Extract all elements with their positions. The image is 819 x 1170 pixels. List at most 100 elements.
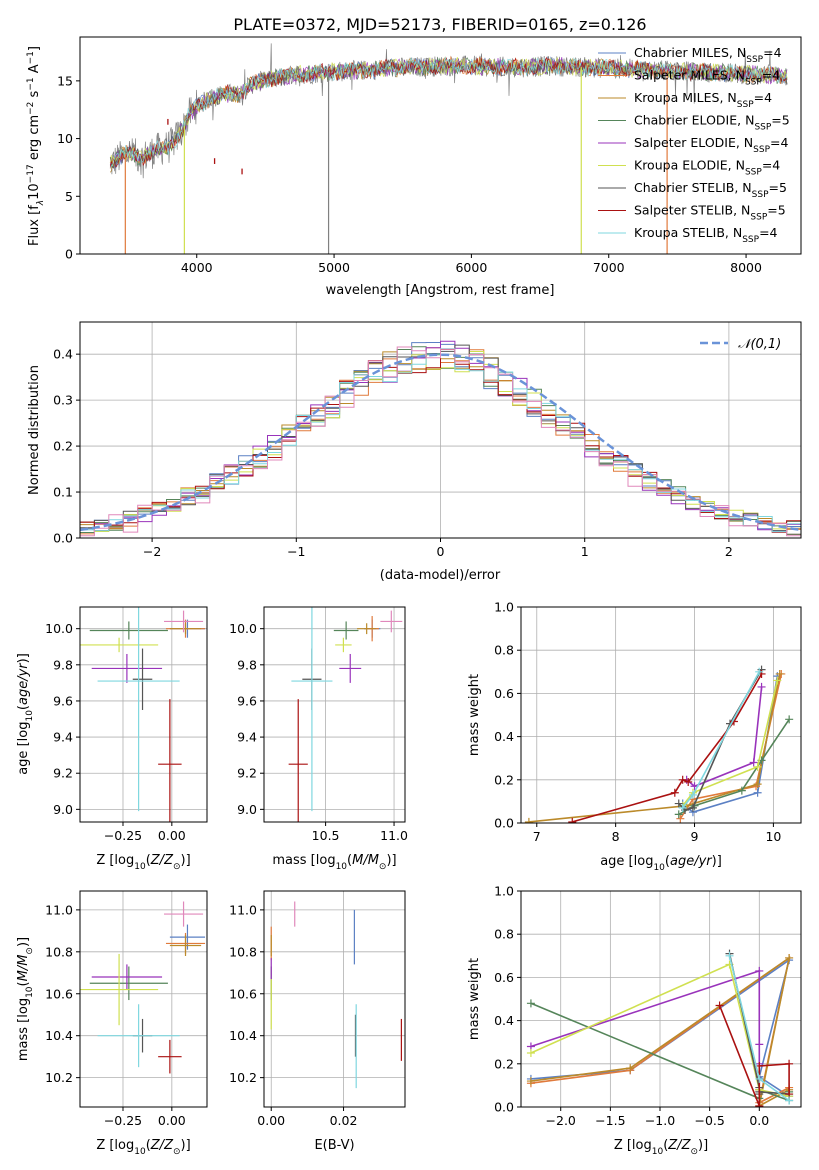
legend-entry: Chabrier STELIB, NSSP=5 — [634, 180, 787, 200]
x-tick-label: −0.5 — [694, 1113, 724, 1128]
y-tick-label: 0.2 — [53, 439, 73, 454]
x-axis-label: wavelength [Angstrom, rest frame] — [326, 283, 555, 298]
x-axis-label: Z [log10(Z/Z⊙)] — [96, 1138, 190, 1157]
histogram-step — [80, 340, 801, 532]
plot-area — [109, 43, 788, 254]
panel-residuals: −2 −1 0 1 2 0.0 0.1 0.2 0.3 0.4 𝒩(0,1) (data-model)… — [27, 321, 802, 583]
weight-marker — [785, 1059, 794, 1068]
axes-frame — [520, 890, 802, 1108]
legend-entry: Salpeter STELIB, NSSP=5 — [634, 203, 786, 223]
x-tick-label: 0.02 — [330, 1113, 358, 1128]
panel-spectrum: 4000 5000 6000 7000 8000 0 5 10 15 Chabrier MILES… — [26, 36, 802, 298]
x-tick-label: 0.00 — [257, 1113, 285, 1128]
weight-marker — [688, 790, 697, 799]
weight-marker — [674, 799, 683, 808]
y-tick-label: 0.0 — [494, 816, 514, 831]
legend: Chabrier MILES, NSSP=4 Salpeter MILES, NS… — [598, 45, 790, 245]
weight-marker — [526, 1077, 535, 1086]
y-tick-label: 11.0 — [229, 902, 257, 917]
weight-line — [686, 686, 763, 788]
histogram-step — [80, 351, 801, 535]
x-axis-label: Z [log10(Z/Z⊙)] — [614, 1138, 708, 1157]
panel-age_vs_Z: −0.25 0.00 9.0 9.2 9.4 9.6 9.8 10.0 Z [log10(Z/Z… — [16, 606, 208, 872]
weight-marker — [568, 817, 577, 823]
y-tick-label: 9.6 — [53, 693, 73, 708]
legend-entry: Kroupa ELODIE, NSSP=4 — [634, 158, 780, 178]
y-tick-label: 11.0 — [45, 902, 73, 917]
x-tick-label: 5000 — [318, 260, 350, 275]
weight-marker — [785, 1096, 794, 1105]
weight-marker — [753, 788, 762, 797]
x-tick-label: 8 — [612, 829, 620, 844]
y-tick-label: 10 — [57, 131, 73, 146]
weight-marker — [674, 810, 683, 819]
legend-entry: Salpeter MILES, NSSP=4 — [634, 68, 780, 88]
x-tick-label: −1.5 — [595, 1113, 625, 1128]
y-tick-label: 0.6 — [494, 686, 514, 701]
x-axis-label: (data-model)/error — [380, 568, 501, 583]
y-tick-label: 10.2 — [45, 1070, 73, 1085]
weight-marker — [526, 1049, 535, 1057]
axes-frame — [79, 890, 208, 1108]
weight-marker — [749, 758, 758, 767]
weight-marker — [775, 669, 784, 678]
weight-line — [530, 969, 761, 1064]
y-tick-label: 0.2 — [494, 1056, 514, 1071]
plot-area — [80, 340, 801, 537]
weight-marker — [757, 682, 766, 691]
y-tick-label: 9.2 — [53, 766, 73, 781]
plot-area — [526, 949, 794, 1107]
x-tick-label: 8000 — [730, 260, 762, 275]
x-tick-label: 0.00 — [158, 1113, 186, 1128]
weight-line — [682, 680, 779, 807]
axes-frame — [79, 36, 802, 255]
y-tick-label: 10.0 — [45, 621, 73, 636]
x-tick-label: 0.0 — [749, 1113, 769, 1128]
y-tick-label: 9.2 — [237, 766, 257, 781]
axes-frame — [263, 606, 406, 823]
weight-marker — [526, 999, 535, 1008]
y-tick-label: 5 — [65, 189, 73, 204]
weight-marker — [785, 953, 794, 962]
legend-entry: Kroupa STELIB, NSSP=4 — [634, 225, 778, 245]
x-tick-label: 10 — [765, 829, 781, 844]
x-axis-label: age [log10(age/yr)] — [600, 854, 722, 873]
y-axis-label: Normed distribution — [27, 365, 42, 495]
panel-age_vs_mass: 10.5 11.0 9.0 9.2 9.4 9.6 9.8 10.0 mass [log10(M… — [229, 606, 408, 872]
y-axis-label: age [log10(age/yr)] — [16, 653, 35, 775]
weight-marker — [715, 1001, 724, 1010]
y-tick-label: 10.8 — [45, 944, 73, 959]
y-tick-label: 0.6 — [494, 970, 514, 985]
weight-marker — [773, 676, 782, 685]
x-tick-label: 11.0 — [380, 828, 408, 843]
y-axis-label: mass [log10(M/M⊙)] — [16, 937, 35, 1061]
y-tick-label: 1.0 — [494, 600, 514, 615]
weight-marker — [785, 715, 794, 724]
x-tick-label: −2 — [143, 544, 161, 559]
y-tick-label: 9.4 — [53, 730, 73, 745]
plot-area — [80, 607, 206, 822]
legend-entry: 𝒩(0,1) — [738, 337, 781, 352]
x-tick-label: 7 — [533, 829, 541, 844]
x-axis-label: E(B-V) — [314, 1138, 354, 1153]
legend-entry: Chabrier ELODIE, NSSP=5 — [634, 113, 790, 133]
y-tick-label: 10.0 — [229, 621, 257, 636]
x-axis-label: Z [log10(Z/Z⊙)] — [96, 853, 190, 872]
x-tick-label: 0.00 — [158, 828, 186, 843]
weight-marker — [753, 762, 762, 771]
weight-line — [528, 673, 781, 823]
y-tick-label: 9.0 — [237, 802, 257, 817]
axes-frame — [520, 606, 802, 824]
legend-entry: Salpeter ELODIE, NSSP=4 — [634, 135, 789, 155]
weight-marker — [626, 1064, 635, 1073]
y-tick-label: 0.0 — [494, 1100, 514, 1115]
panel-mass_vs_Z: −0.25 0.00 10.2 10.4 10.6 10.8 11.0 Z [log10(Z/… — [16, 890, 208, 1157]
axes-frame — [263, 890, 406, 1108]
x-tick-label: −1 — [287, 544, 305, 559]
plot-area — [524, 665, 794, 823]
weight-marker — [755, 1101, 764, 1107]
legend-entry: Kroupa MILES, NSSP=4 — [634, 90, 772, 110]
weight-marker — [670, 788, 679, 797]
y-tick-label: 0 — [65, 247, 73, 262]
